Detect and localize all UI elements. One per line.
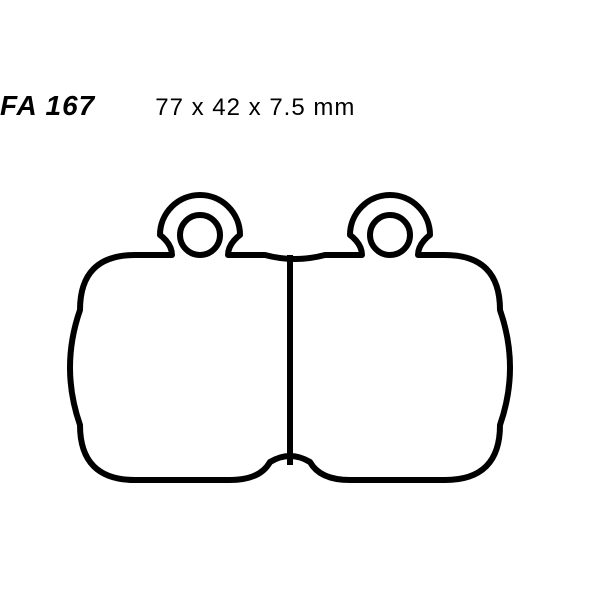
brake-pad-diagram — [60, 180, 520, 500]
label-row: FA 167 77 x 42 x 7.5 mm — [0, 90, 355, 122]
mounting-hole-1 — [180, 215, 220, 255]
brake-pad-svg — [60, 180, 520, 500]
part-number: FA 167 — [0, 90, 95, 122]
dimensions-text: 77 x 42 x 7.5 mm — [155, 94, 355, 122]
mounting-hole-2 — [370, 215, 410, 255]
